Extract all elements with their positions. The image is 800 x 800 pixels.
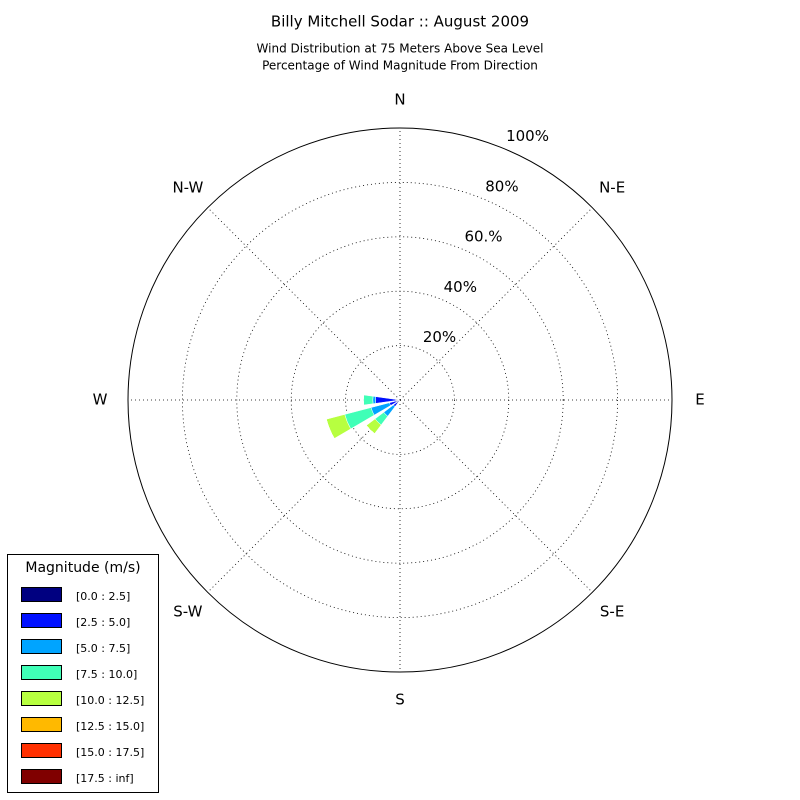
r-tick-label: 60.% xyxy=(464,228,502,246)
legend-swatch xyxy=(21,613,62,628)
spoke xyxy=(207,399,401,593)
r-tick-label: 20% xyxy=(423,328,456,346)
legend-label: [17.5 : inf] xyxy=(76,772,134,785)
wedge xyxy=(372,395,377,405)
legend-swatch xyxy=(21,769,62,784)
legend-label: [12.5 : 15.0] xyxy=(76,720,144,733)
legend-swatch xyxy=(21,691,62,706)
grid-circle xyxy=(181,181,619,619)
legend-swatch xyxy=(21,743,62,758)
legend-label: [0.0 : 2.5] xyxy=(76,590,130,603)
direction-label: S-W xyxy=(173,603,202,621)
chart-subtitle: Percentage of Wind Magnitude From Direct… xyxy=(262,59,538,73)
direction-label: N-E xyxy=(599,178,625,196)
direction-label: W xyxy=(93,391,108,409)
legend-swatch xyxy=(21,639,62,654)
legend: Magnitude (m/s) [0.0 : 2.5] [2.5 : 5.0] [5… xyxy=(7,554,159,793)
legend-swatch xyxy=(21,717,62,732)
direction-label: E xyxy=(695,391,704,409)
wedge xyxy=(326,419,335,439)
chart-title: Billy Mitchell Sodar :: August 2009 xyxy=(271,13,529,31)
wedge xyxy=(366,425,375,434)
legend-label: [5.0 : 7.5] xyxy=(76,642,130,655)
spoke xyxy=(399,207,593,401)
spoke xyxy=(207,207,401,401)
direction-label: N xyxy=(394,91,405,109)
grid-circle xyxy=(290,290,510,510)
legend-title: Magnitude (m/s) xyxy=(25,560,140,576)
grid-circle xyxy=(345,345,455,455)
r-tick-label: 80% xyxy=(485,177,518,195)
legend-label: [7.5 : 10.0] xyxy=(76,668,137,681)
outer-circle xyxy=(127,127,673,673)
direction-label: S-E xyxy=(600,603,624,621)
spoke xyxy=(399,399,593,593)
chart-subtitle: Wind Distribution at 75 Meters Above Sea… xyxy=(257,42,544,56)
legend-swatch xyxy=(21,665,62,680)
wedge xyxy=(363,394,374,406)
r-tick-label: 40% xyxy=(444,278,477,296)
legend-label: [15.0 : 17.5] xyxy=(76,746,144,759)
grid xyxy=(127,127,673,673)
direction-label: S xyxy=(395,691,405,709)
labels: N N-E E S-E S S-W W N-W 20% 40% 60.% 80% 100% xyxy=(93,91,705,709)
legend-label: [10.0 : 12.5] xyxy=(76,694,144,707)
legend-swatch xyxy=(21,587,62,602)
bars xyxy=(326,394,401,439)
legend-label: [2.5 : 5.0] xyxy=(76,616,130,629)
grid-circle xyxy=(236,236,564,564)
direction-label: N-W xyxy=(172,178,203,196)
r-tick-label: 100% xyxy=(506,127,549,145)
